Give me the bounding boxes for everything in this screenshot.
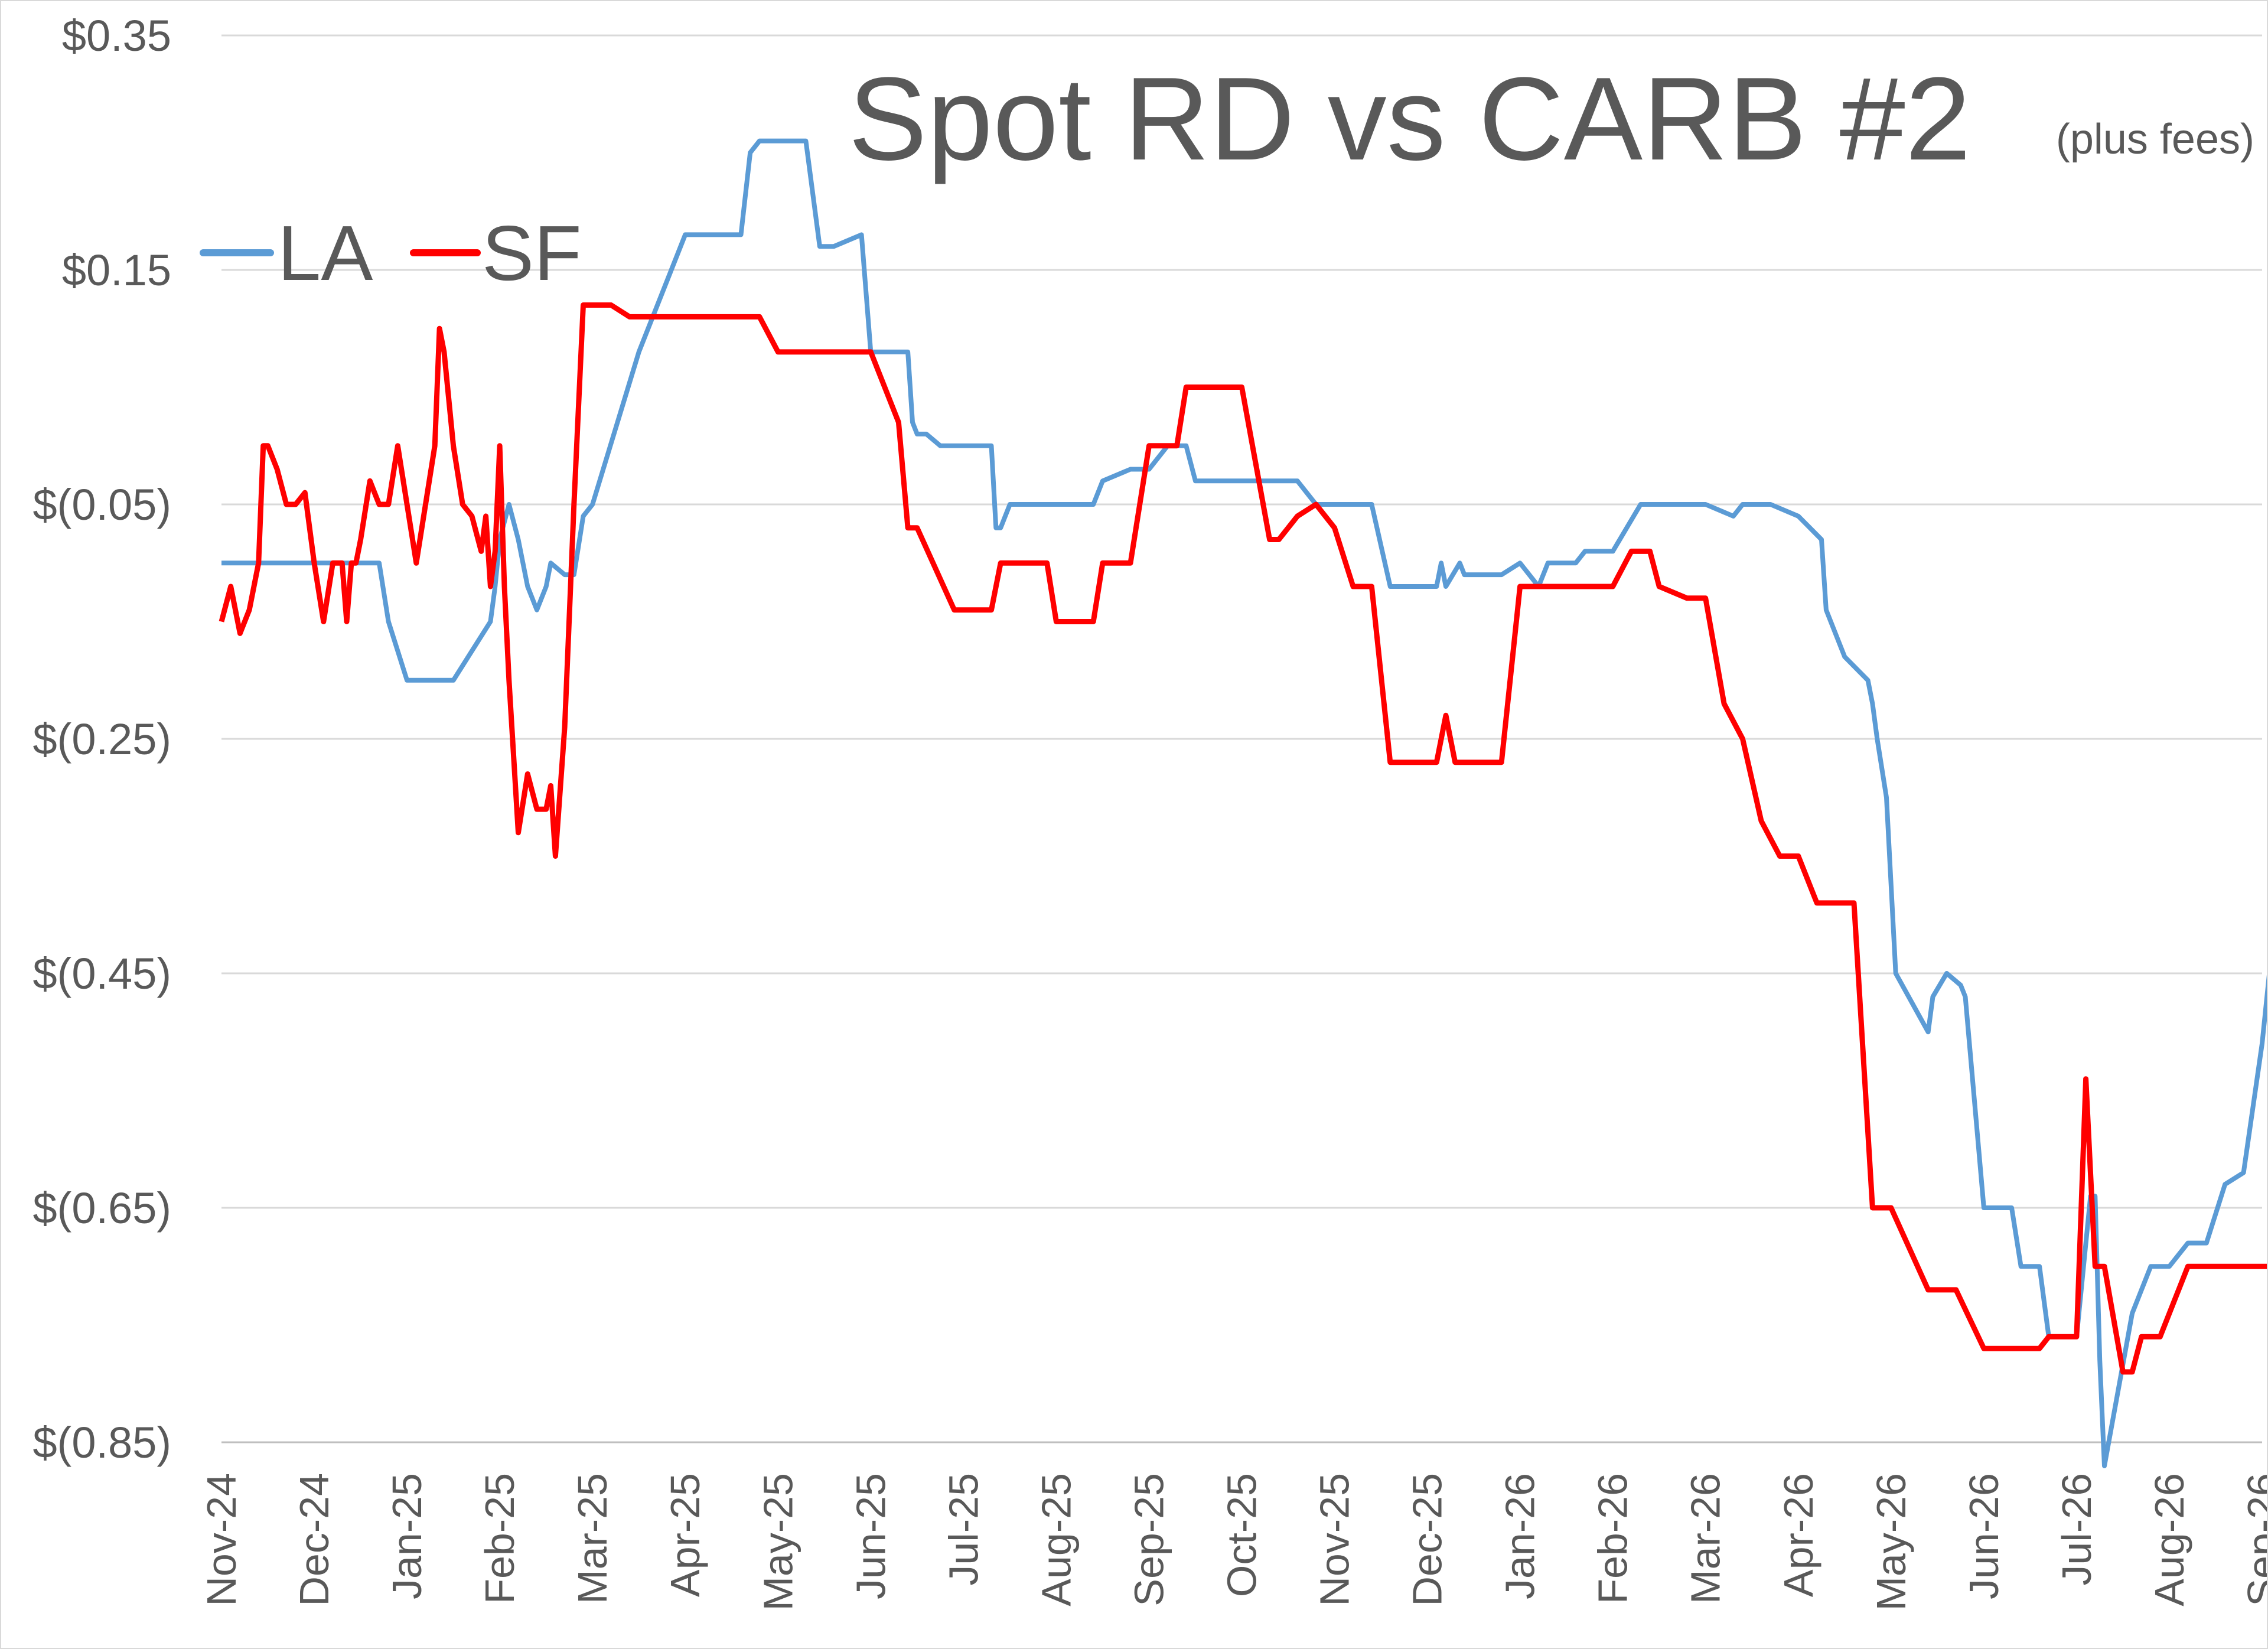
x-tick-label: Jun-25 [848, 1473, 894, 1599]
series-line-sf [219, 302, 2267, 1375]
x-tick-label: May-25 [755, 1473, 801, 1611]
y-tick-label: $(0.25) [33, 715, 171, 764]
x-tick-label: Mar-26 [1683, 1473, 1729, 1604]
x-tick-label: Feb-26 [1590, 1473, 1636, 1604]
x-tick-label: Jan-26 [1497, 1473, 1543, 1599]
x-tick-label: Nov-24 [198, 1473, 245, 1606]
y-tick-label: $(0.85) [33, 1418, 171, 1467]
x-tick-label: Dec-24 [291, 1473, 337, 1606]
x-tick-label: Aug-25 [1033, 1473, 1079, 1606]
chart-title: Spot RD vs CARB #2 [848, 53, 1971, 185]
x-tick-label: Apr-25 [662, 1473, 708, 1597]
y-tick-label: $0.35 [62, 11, 171, 60]
x-tick-label: Sep-25 [1126, 1473, 1172, 1606]
y-axis-ticks: $0.35 $0.15 $(0.05) $(0.25) $(0.45) $(0.65) $(… [33, 11, 171, 1467]
chart-subtitle: (plus fees) [2056, 116, 2254, 163]
y-tick-label: $(0.65) [33, 1184, 171, 1233]
x-tick-label: Dec-25 [1405, 1473, 1451, 1606]
x-tick-label: Mar-25 [569, 1473, 615, 1604]
legend-label-la: LA [278, 210, 373, 296]
x-tick-label: Apr-26 [1775, 1473, 1821, 1597]
x-tick-label: Jan-25 [384, 1473, 430, 1599]
x-tick-label: May-26 [1868, 1473, 1914, 1611]
y-tick-label: $0.15 [62, 246, 171, 295]
x-axis-ticks: Nov-24 Dec-24 Jan-25 Feb-25 Mar-25 Apr-25 May-… [198, 1473, 2267, 1611]
y-tick-label: $(0.05) [33, 480, 171, 529]
x-tick-label: Jul-25 [940, 1473, 986, 1586]
x-tick-label: Aug-26 [2146, 1473, 2192, 1606]
y-tick-label: $(0.45) [33, 949, 171, 998]
series-lines [219, 138, 2267, 1468]
x-tick-label: Sep-26 [2239, 1473, 2267, 1606]
legend-label-sf: SF [482, 210, 582, 296]
x-tick-label: Jun-26 [1961, 1473, 2007, 1599]
series-line-la [221, 138, 2267, 1468]
x-tick-label: Jul-26 [2054, 1473, 2100, 1586]
x-tick-label: Feb-25 [477, 1473, 523, 1604]
x-tick-label: Oct-25 [1219, 1473, 1265, 1597]
x-tick-label: Nov-25 [1312, 1473, 1358, 1606]
legend: LA SF [200, 210, 582, 296]
